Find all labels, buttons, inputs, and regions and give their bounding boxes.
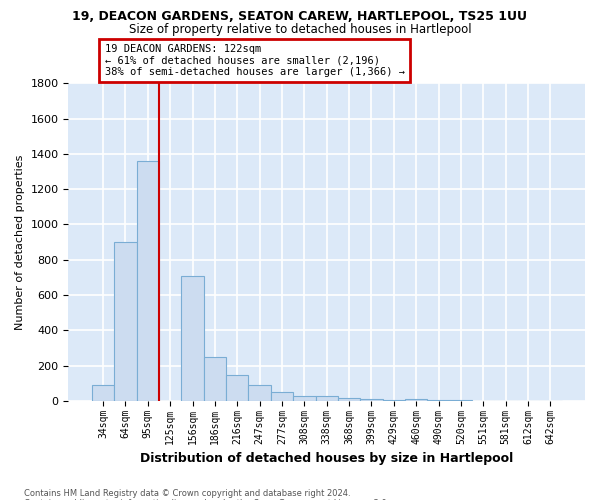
Y-axis label: Number of detached properties: Number of detached properties — [15, 154, 25, 330]
Bar — [316, 396, 338, 401]
Text: Size of property relative to detached houses in Hartlepool: Size of property relative to detached ho… — [128, 22, 472, 36]
Bar — [226, 374, 248, 401]
Bar — [383, 400, 405, 401]
Text: 19, DEACON GARDENS, SEATON CAREW, HARTLEPOOL, TS25 1UU: 19, DEACON GARDENS, SEATON CAREW, HARTLE… — [73, 10, 527, 23]
Bar — [248, 386, 271, 401]
Bar — [137, 161, 159, 401]
Bar — [450, 400, 472, 401]
Bar — [114, 242, 137, 401]
Bar — [271, 392, 293, 401]
Bar — [405, 399, 427, 401]
Text: Contains public sector information licensed under the Open Government Licence v3: Contains public sector information licen… — [24, 498, 389, 500]
Bar — [360, 400, 383, 401]
Bar — [427, 400, 450, 401]
Bar — [204, 356, 226, 401]
Bar — [92, 385, 114, 401]
Bar — [338, 398, 360, 401]
Text: Contains HM Land Registry data © Crown copyright and database right 2024.: Contains HM Land Registry data © Crown c… — [24, 488, 350, 498]
X-axis label: Distribution of detached houses by size in Hartlepool: Distribution of detached houses by size … — [140, 452, 514, 465]
Bar — [181, 276, 204, 401]
Text: 19 DEACON GARDENS: 122sqm
← 61% of detached houses are smaller (2,196)
38% of se: 19 DEACON GARDENS: 122sqm ← 61% of detac… — [104, 44, 404, 77]
Bar — [293, 396, 316, 401]
